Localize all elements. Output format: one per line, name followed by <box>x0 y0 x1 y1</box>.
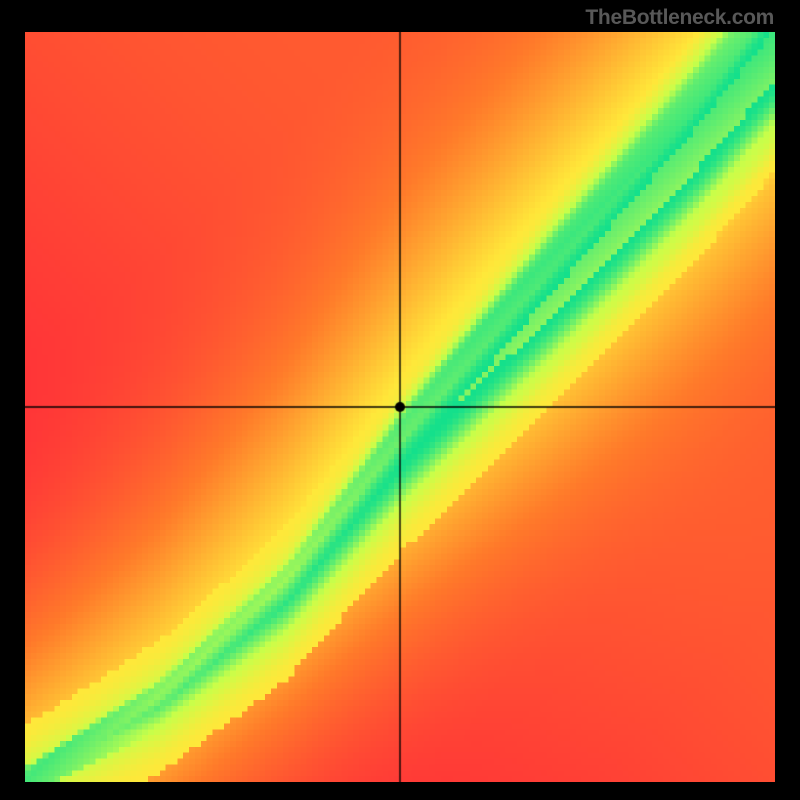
chart-container: TheBottleneck.com <box>0 0 800 800</box>
crosshair-overlay <box>25 32 775 782</box>
watermark-label: TheBottleneck.com <box>585 6 774 30</box>
